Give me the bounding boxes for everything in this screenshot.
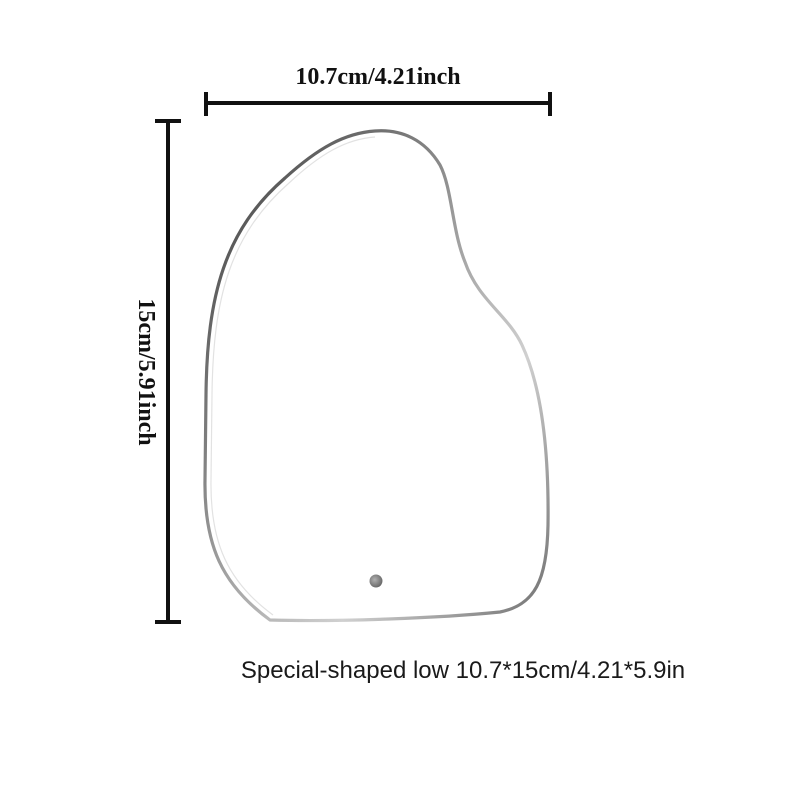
acrylic-shape — [203, 129, 550, 623]
product-caption: Special-shaped low 10.7*15cm/4.21*5.9in — [241, 657, 685, 684]
shape-outline — [203, 129, 550, 623]
mounting-hole — [369, 574, 383, 588]
shape-inner-highlight — [210, 136, 376, 616]
width-dimension: 10.7cm/4.21inch — [204, 64, 552, 116]
height-dimension: 15cm/5.91inch — [133, 119, 181, 624]
width-label: 10.7cm/4.21inch — [295, 64, 460, 90]
height-label: 15cm/5.91inch — [133, 298, 159, 445]
